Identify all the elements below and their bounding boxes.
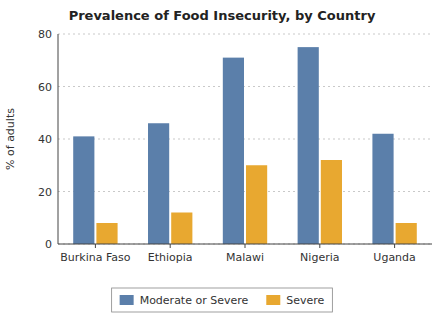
y-axis-label: % of adults [4,108,17,170]
grid-line [58,34,432,35]
x-tick-label: Nigeria [300,251,339,264]
bar [223,58,244,244]
bar [321,160,342,244]
bar [96,223,117,244]
bars [73,47,417,244]
chart-container: Prevalence of Food Insecurity, by Countr… [0,0,444,322]
legend-swatch [266,295,280,305]
legend-label: Severe [286,294,324,307]
chart: Prevalence of Food Insecurity, by Countr… [0,0,444,322]
x-axis: Burkina Faso Ethiopia Malawi Nigeria Uganda [60,244,416,264]
bar [171,213,192,245]
bar [396,223,417,244]
x-tick-label: Uganda [373,251,415,264]
x-tick-label: Malawi [226,251,264,264]
legend: Moderate or Severe Severe [112,288,333,312]
x-tick [170,244,171,248]
x-tick-label: Burkina Faso [60,251,130,264]
y-axis-line [58,34,59,244]
x-tick [319,244,320,248]
x-tick-label: Ethiopia [148,251,193,264]
x-tick [245,244,246,248]
x-tick [95,244,96,248]
bar [298,47,319,244]
y-tick-label: 60 [38,81,52,94]
legend-label: Moderate or Severe [140,294,249,307]
y-tick-label: 40 [38,133,52,146]
legend-frame [112,288,333,312]
y-tick-label: 20 [38,186,52,199]
bar [148,123,169,244]
y-tick-label: 80 [38,28,52,41]
bar [372,134,393,244]
legend-swatch [120,295,134,305]
bar [73,136,94,244]
grid-line [58,86,432,87]
y-tick-label: 0 [45,238,52,251]
x-tick [394,244,395,248]
bar [246,165,267,244]
title: Prevalence of Food Insecurity, by Countr… [69,8,376,23]
y-axis: 0 20 40 60 80 [38,28,432,251]
